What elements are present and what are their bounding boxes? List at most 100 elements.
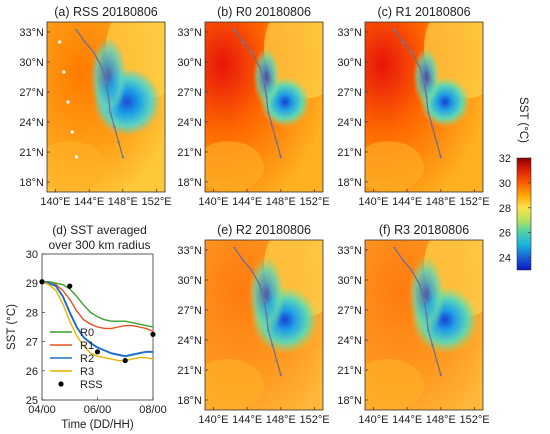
track-point bbox=[121, 155, 125, 159]
lat-tick-label: 30°N bbox=[337, 57, 362, 69]
track-point bbox=[418, 65, 422, 69]
lon-tick-label: 148°E bbox=[266, 196, 296, 208]
track-point bbox=[265, 313, 268, 317]
track-point bbox=[275, 358, 278, 362]
missing-data-dot bbox=[70, 130, 74, 134]
lon-tick-label: 144°E bbox=[232, 414, 262, 426]
lat-tick-label: 33°N bbox=[177, 245, 202, 257]
lat-tick-label: 24°N bbox=[19, 117, 44, 129]
track-point bbox=[279, 155, 283, 159]
track-point bbox=[426, 328, 430, 332]
lon-tick-label: 140°E bbox=[40, 196, 70, 208]
rss-observation-point bbox=[122, 357, 128, 364]
track-point bbox=[425, 95, 428, 99]
track-point bbox=[107, 95, 110, 99]
typhoon-track bbox=[394, 29, 442, 158]
lon-tick-label: 144°E bbox=[74, 196, 104, 208]
legend-label-r3: R3 bbox=[80, 366, 94, 378]
x-tick-label: 04/00 bbox=[28, 404, 56, 416]
colorbar-tick-label: 24 bbox=[499, 253, 511, 265]
lat-tick-label: 33°N bbox=[337, 245, 362, 257]
rss-observation-point bbox=[94, 349, 101, 355]
track-point bbox=[418, 283, 422, 287]
sst-field-a bbox=[47, 22, 165, 192]
lon-tick-label: 152°E bbox=[300, 196, 330, 208]
map-panel-a: (a) RSS 20180806 33°N 30°N 27°N 24°N 21°N 18°N… bbox=[19, 5, 172, 208]
track-point bbox=[439, 155, 443, 159]
track-point bbox=[117, 140, 120, 144]
lat-tick-label: 27°N bbox=[337, 305, 362, 317]
track-point bbox=[233, 246, 236, 250]
panel-title-c: (c) R1 20180806 bbox=[377, 5, 470, 19]
x-axis-label: Time (DD/HH) bbox=[61, 419, 134, 431]
sst-field-f bbox=[365, 240, 483, 410]
y-tick-label: 29 bbox=[26, 278, 38, 290]
x-tick-label: 06/00 bbox=[84, 404, 112, 416]
track-point bbox=[258, 65, 262, 69]
lon-tick-label: 144°E bbox=[392, 196, 422, 208]
typhoon-track bbox=[76, 29, 124, 158]
lat-tick-label: 27°N bbox=[177, 87, 202, 99]
lat-tick-label: 33°N bbox=[177, 27, 202, 39]
cold-wake-trail bbox=[248, 255, 285, 335]
sst-colorbar: 32 30 28 26 24 SST (°C) bbox=[499, 97, 532, 271]
track-point bbox=[435, 140, 438, 144]
missing-data-dot bbox=[58, 40, 62, 44]
track-point bbox=[271, 343, 274, 347]
colorbar-tick-label: 30 bbox=[499, 178, 511, 190]
lat-tick-label: 21°N bbox=[19, 147, 44, 159]
lat-tick-label: 24°N bbox=[337, 335, 362, 347]
track-point bbox=[426, 110, 430, 114]
lat-tick-label: 18°N bbox=[177, 395, 202, 407]
panel-title-a: (a) RSS 20180806 bbox=[54, 5, 158, 19]
cold-wake-trail bbox=[413, 47, 441, 107]
track-point bbox=[250, 268, 253, 272]
map-frame bbox=[364, 21, 484, 193]
lat-tick-label: 30°N bbox=[177, 275, 202, 287]
lon-tick-label: 140°E bbox=[198, 414, 228, 426]
chart-title-line1: (d) SST averaged bbox=[52, 223, 147, 237]
track-point bbox=[401, 40, 405, 44]
track-point bbox=[401, 258, 405, 262]
rss-observation-point bbox=[150, 331, 156, 337]
panel-title-b: (b) R0 20180806 bbox=[217, 5, 311, 19]
track-point bbox=[113, 125, 116, 129]
lon-tick-label: 140°E bbox=[198, 196, 228, 208]
cold-wake-trail bbox=[253, 47, 281, 107]
sst-field-c bbox=[365, 22, 483, 192]
track-point bbox=[431, 125, 434, 129]
lat-tick-label: 27°N bbox=[337, 87, 362, 99]
lat-tick-label: 18°N bbox=[19, 177, 44, 189]
lat-tick-label: 24°N bbox=[177, 117, 202, 129]
missing-data-dot bbox=[62, 70, 66, 74]
y-tick-label: 27 bbox=[26, 337, 38, 349]
lon-tick-label: 140°E bbox=[358, 414, 388, 426]
track-point bbox=[266, 328, 270, 332]
map-panel-f: (f) R3 20180806 33°N 30°N 27°N 24°N 21°N 18°N 1… bbox=[337, 223, 490, 426]
lat-tick-label: 30°N bbox=[337, 275, 362, 287]
lon-tick-label: 148°E bbox=[266, 414, 296, 426]
track-point bbox=[410, 268, 413, 272]
track-point bbox=[410, 50, 413, 54]
track-point bbox=[262, 80, 266, 84]
colorbar-bar bbox=[516, 157, 532, 271]
lon-tick-label: 152°E bbox=[460, 414, 490, 426]
typhoon-track bbox=[394, 247, 442, 376]
track-point bbox=[275, 140, 278, 144]
track-point bbox=[279, 373, 283, 377]
lat-tick-label: 18°N bbox=[337, 177, 362, 189]
map-frame bbox=[364, 239, 484, 411]
track-point bbox=[422, 80, 426, 84]
lat-tick-label: 21°N bbox=[177, 365, 202, 377]
legend-label-rss: RSS bbox=[80, 379, 103, 391]
warm-region-south bbox=[47, 141, 106, 192]
lon-tick-label: 152°E bbox=[142, 196, 172, 208]
track-point bbox=[393, 28, 396, 32]
panel-title-e: (e) R2 20180806 bbox=[217, 223, 311, 237]
track-point bbox=[75, 28, 78, 32]
map-panel-c: (c) R1 20180806 33°N 30°N 27°N 24°N 21°N 18°N 1… bbox=[337, 5, 489, 208]
lon-tick-label: 148°E bbox=[426, 414, 456, 426]
track-point bbox=[83, 40, 87, 44]
legend-label-r1: R1 bbox=[80, 340, 94, 352]
y-tick-label: 26 bbox=[26, 366, 38, 378]
